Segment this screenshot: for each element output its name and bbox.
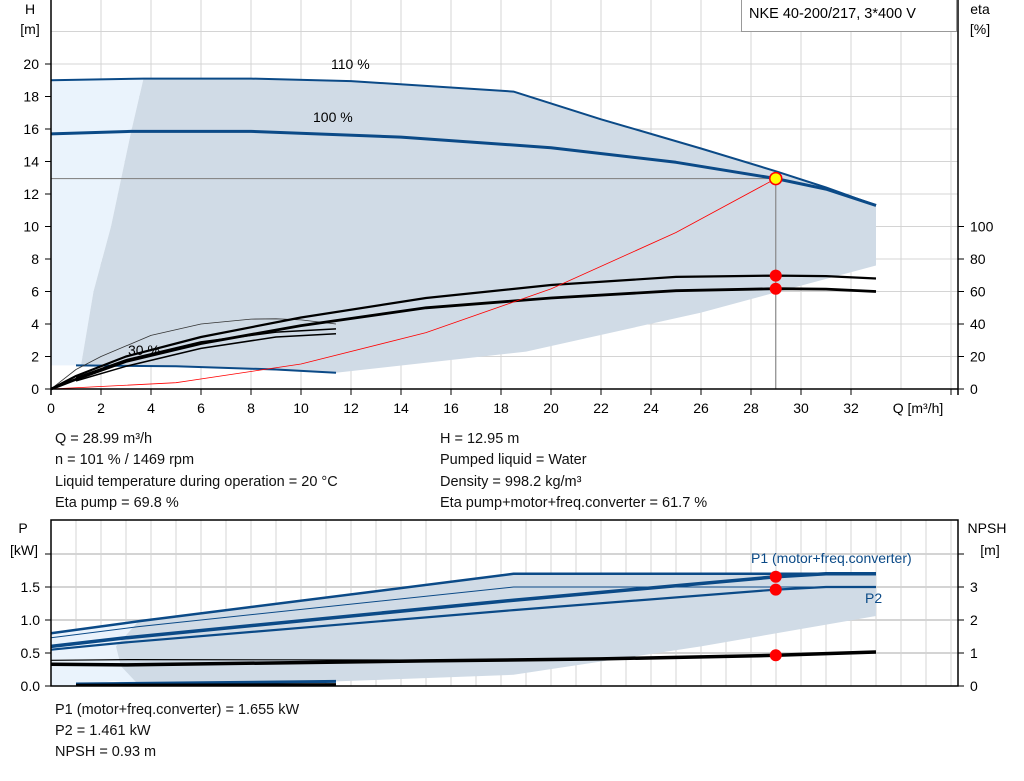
curve-p_30	[75, 679, 337, 686]
label-30: 30 %	[128, 342, 160, 358]
curve-c110	[50, 77, 877, 207]
q-tick-label: 30	[793, 400, 809, 416]
q-tick-label: 26	[693, 400, 709, 416]
info-p2: P2 = 1.461 kW	[55, 723, 151, 739]
q-tick-label: 0	[47, 400, 55, 416]
operating-range-region	[81, 78, 876, 373]
eta-total-point	[769, 282, 782, 295]
info-liquid: Pumped liquid = Water	[440, 452, 587, 468]
h-tick-label: 18	[23, 89, 39, 105]
h-tick-label: 20	[23, 56, 39, 72]
npsh-point	[769, 649, 782, 662]
eta-axis-label: eta	[970, 1, 990, 17]
h-tick-label: 4	[31, 316, 39, 332]
curve-eta_pump	[50, 274, 877, 390]
info-temp: Liquid temperature during operation = 20…	[55, 474, 338, 490]
eta-tick-label: 0	[970, 381, 978, 397]
info-speed: n = 101 % / 1469 rpm	[55, 452, 195, 468]
info-q: Q = 28.99 m³/h	[55, 431, 153, 447]
curve-npsh	[50, 650, 877, 667]
h-axis-label: H	[25, 1, 35, 17]
q-tick-label: 32	[843, 400, 859, 416]
low-flow-region	[51, 78, 144, 366]
npsh-tick-label: 2	[970, 612, 978, 628]
q-tick-label: 14	[393, 400, 409, 416]
p-tick-label: 1.0	[21, 612, 41, 628]
curve-eta_30_b	[75, 333, 337, 382]
h-tick-label: 8	[31, 251, 39, 267]
q-tick-label: 6	[197, 400, 205, 416]
h-tick-label: 6	[31, 284, 39, 300]
p1-point	[769, 570, 782, 583]
npsh-tick-label: 3	[970, 579, 978, 595]
info-p1: P1 (motor+freq.converter) = 1.655 kW	[55, 702, 300, 718]
npsh-tick-label: 1	[970, 645, 978, 661]
q-tick-label: 22	[593, 400, 609, 416]
h-tick-label: 2	[31, 349, 39, 365]
p-axis-label: P	[18, 520, 27, 536]
eta-axis-unit: [%]	[970, 21, 990, 37]
label-p1: P1 (motor+freq.converter)	[751, 550, 912, 566]
h-tick-label: 0	[31, 381, 39, 397]
pump-title-box: NKE 40-200/217, 3*400 V	[741, 0, 957, 32]
q-tick-label: 18	[493, 400, 509, 416]
h-tick-label: 12	[23, 186, 39, 202]
p-tick-label: 0.0	[21, 678, 41, 694]
npsh-axis-label: NPSH	[968, 520, 1007, 536]
operating-range-region-p	[116, 573, 876, 685]
q-tick-label: 2	[97, 400, 105, 416]
eta-tick-label: 20	[970, 349, 986, 365]
eta-tick-label: 40	[970, 316, 986, 332]
curve-p1_110	[50, 572, 876, 635]
q-tick-label: 8	[247, 400, 255, 416]
eta-tick-label: 100	[970, 219, 994, 235]
curve-p1_100	[50, 572, 876, 649]
q-tick-label: 20	[543, 400, 559, 416]
q-tick-label: 10	[293, 400, 309, 416]
info-h: H = 12.95 m	[440, 431, 520, 447]
curve-eta_total	[50, 287, 877, 391]
duty-point	[769, 171, 783, 186]
label-p2: P2	[865, 590, 882, 606]
p-tick-label: 0.5	[21, 645, 41, 661]
npsh-axis-unit: [m]	[980, 542, 999, 558]
q-tick-label: 24	[643, 400, 659, 416]
info-eta-total: Eta pump+motor+freq.converter = 61.7 %	[440, 495, 708, 511]
q-axis-label: Q [m³/h]	[893, 400, 944, 416]
curve-eta_30_a	[75, 328, 337, 379]
p-tick-label: 1.5	[21, 579, 41, 595]
curve-p2_110	[50, 586, 876, 639]
label-110: 110 %	[331, 56, 370, 72]
curve-npsh_30	[75, 683, 337, 687]
q-tick-label: 4	[147, 400, 155, 416]
eta-pump-point	[769, 269, 782, 282]
info-npsh: NPSH = 0.93 m	[55, 744, 157, 760]
eta-tick-label: 60	[970, 284, 986, 300]
curve-c100	[50, 129, 877, 207]
q-tick-label: 16	[443, 400, 459, 416]
p-axis-unit: [kW]	[10, 542, 38, 558]
npsh-tick-label: 0	[970, 678, 978, 694]
curve-p2_100	[50, 585, 876, 651]
eta-tick-label: 80	[970, 251, 986, 267]
q-tick-label: 12	[343, 400, 359, 416]
p2-point	[769, 583, 782, 596]
power-plot-frame	[50, 519, 959, 687]
label-100: 100 %	[313, 109, 353, 125]
h-tick-label: 16	[23, 121, 39, 137]
info-eta-pump: Eta pump = 69.8 %	[55, 495, 179, 511]
info-density: Density = 998.2 kg/m³	[440, 474, 582, 490]
h-axis-unit: [m]	[20, 21, 39, 37]
system-curve	[50, 178, 776, 390]
h-tick-label: 14	[23, 154, 39, 170]
q-tick-label: 28	[743, 400, 759, 416]
pump-title: NKE 40-200/217, 3*400 V	[749, 6, 916, 22]
h-tick-label: 10	[23, 219, 39, 235]
